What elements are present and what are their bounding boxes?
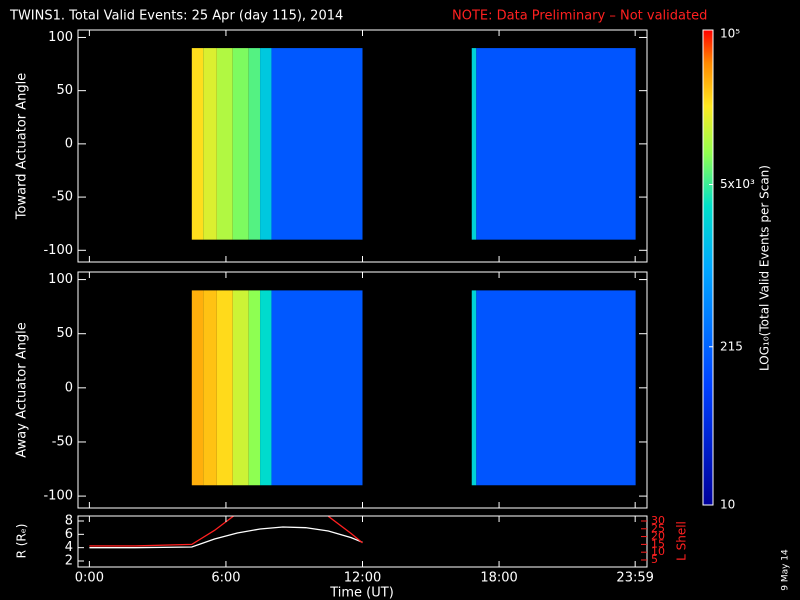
heatmap-cell — [191, 290, 204, 486]
colorbar-tick-label: 215 — [720, 339, 743, 353]
x-tick-label: 18:00 — [480, 571, 517, 586]
heatmap-cell — [271, 48, 363, 240]
heatmap-cell — [248, 48, 261, 240]
heatmap-cell — [260, 290, 272, 486]
y-tick-label: 50 — [56, 326, 73, 341]
heatmap-cell — [216, 48, 233, 240]
y2-axis-label: L Shell — [675, 521, 689, 561]
colorbar-tick-label: 5x10³ — [720, 177, 755, 191]
heatmap-cell — [471, 48, 477, 240]
colorbar-label: LOG₁₀(Total Valid Events per Scan) — [758, 165, 772, 371]
y-tick-label: 4 — [65, 540, 73, 555]
x-tick-label: 12:00 — [344, 571, 381, 586]
colorbar-tick-label: 10 — [720, 498, 735, 512]
heatmap-cell — [260, 48, 272, 240]
heatmap-cell — [191, 48, 204, 240]
date-stamp: 9 May 14 — [781, 549, 791, 591]
y-tick-label: -100 — [43, 489, 73, 504]
y-tick-label: 8 — [65, 514, 73, 529]
heatmap-cell — [232, 290, 249, 486]
y-tick-label: 100 — [48, 272, 73, 287]
y-axis-label: Away Actuator Angle — [15, 322, 30, 457]
heatmap-cell — [248, 290, 261, 486]
heatmap-cell — [216, 290, 233, 486]
y-tick-label: 0 — [65, 136, 73, 151]
y-tick-label: 50 — [56, 83, 73, 98]
y-tick-label: -50 — [52, 190, 73, 205]
heatmap-cell — [476, 48, 636, 240]
y-tick-label: -50 — [52, 434, 73, 449]
heatmap-cell — [203, 48, 217, 240]
note: NOTE: Data Preliminary – Not validated — [452, 9, 707, 24]
y2-tick-label: 10 — [651, 545, 665, 558]
y2-tick-label: 20 — [651, 530, 665, 543]
y-tick-label: 0 — [65, 380, 73, 395]
y-axis-label: Toward Actuator Angle — [15, 73, 30, 220]
y-tick-label: -100 — [43, 243, 73, 258]
x-tick-label: 6:00 — [211, 571, 240, 586]
heatmap-cell — [232, 48, 249, 240]
heatmap-cell — [476, 290, 636, 486]
y-tick-label: 100 — [48, 30, 73, 45]
chart-title: TWINS1. Total Valid Events: 25 Apr (day … — [9, 9, 343, 24]
y2-tick-label: 30 — [651, 514, 665, 527]
x-tick-label: 0:00 — [75, 571, 104, 586]
heatmap-cell — [471, 290, 477, 486]
heatmap-cell — [271, 290, 363, 486]
heatmap-cell — [203, 290, 217, 486]
orbit-line — [89, 516, 363, 547]
x-tick-label: 23:59 — [616, 571, 653, 586]
orbit-line — [89, 526, 363, 549]
colorbar — [702, 29, 714, 506]
x-axis-label: Time (UT) — [329, 586, 394, 600]
y2-tick-label: 5 — [651, 553, 658, 566]
colorbar-tick-label: 10⁵ — [720, 27, 740, 41]
y2-tick-label: 15 — [651, 537, 665, 550]
y-tick-label: 6 — [65, 527, 73, 542]
y-tick-label: 2 — [65, 554, 73, 569]
y-axis-label: R (Rₑ) — [15, 524, 29, 559]
y2-tick-label: 25 — [651, 522, 665, 535]
